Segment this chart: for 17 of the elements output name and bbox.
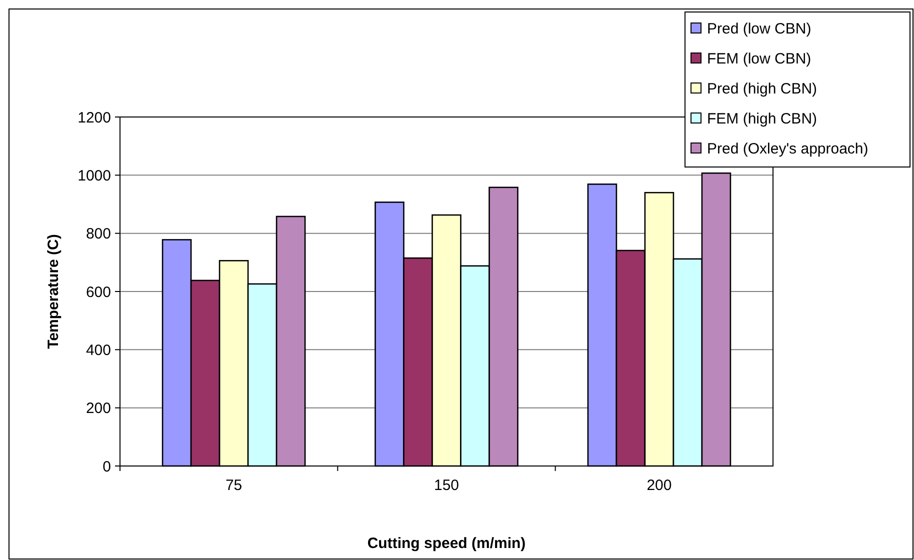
y-tick-label: 1200 bbox=[78, 109, 111, 126]
x-tick-label: 200 bbox=[646, 477, 672, 494]
legend-label: Pred (high CBN) bbox=[707, 80, 818, 98]
legend-label: Pred (Oxley's approach) bbox=[707, 140, 868, 158]
y-tick-label: 800 bbox=[86, 226, 111, 243]
y-tick-label: 400 bbox=[86, 342, 111, 359]
x-tick-label: 75 bbox=[225, 477, 242, 494]
y-tick-label: 200 bbox=[86, 400, 111, 418]
x-axis-title: Cutting speed (m/min) bbox=[367, 535, 526, 552]
y-tick-label: 0 bbox=[102, 458, 111, 476]
legend-label: FEM (high CBN) bbox=[707, 110, 818, 128]
y-tick-label: 1000 bbox=[78, 167, 111, 184]
y-tick-label: 600 bbox=[86, 284, 111, 301]
x-tick-label: 150 bbox=[434, 477, 460, 494]
y-axis-title: Temperature (C) bbox=[45, 234, 62, 349]
legend-label: FEM (low CBN) bbox=[707, 50, 812, 68]
legend-label: Pred (low CBN) bbox=[707, 20, 812, 38]
